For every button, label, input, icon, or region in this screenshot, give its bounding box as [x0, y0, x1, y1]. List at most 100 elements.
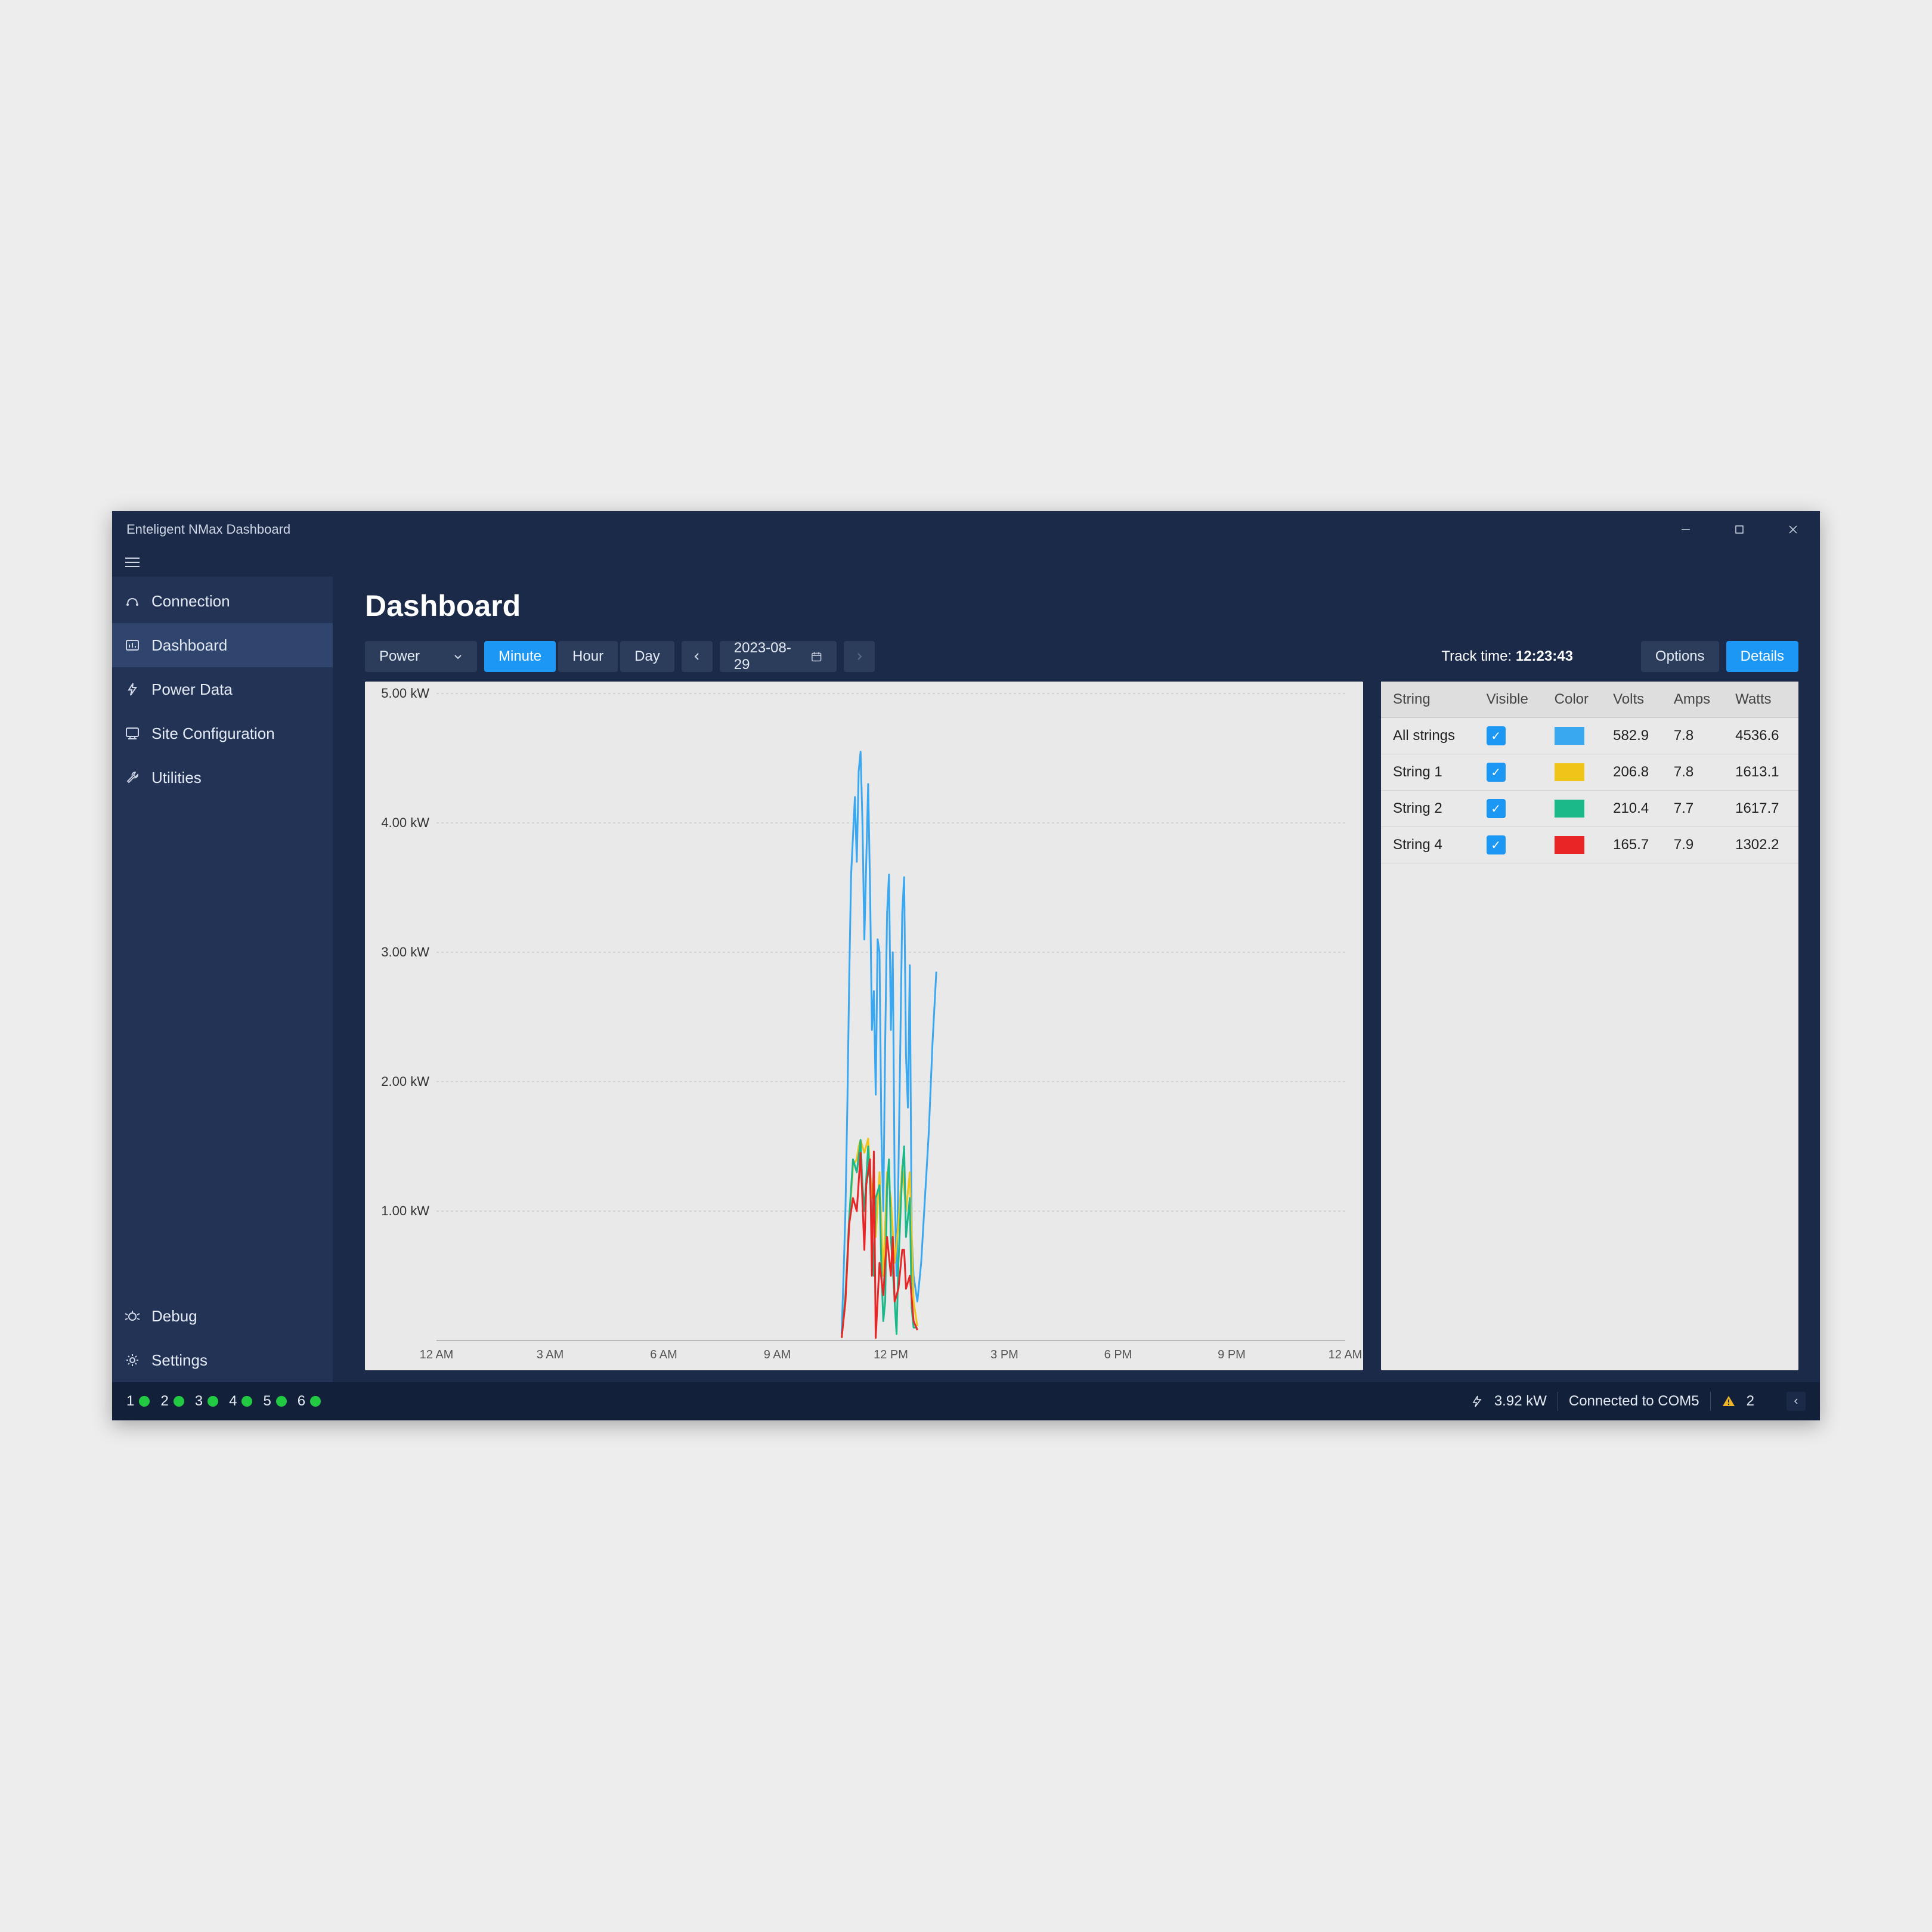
cell-volts: 210.4 — [1606, 791, 1667, 827]
debug-icon — [124, 1308, 141, 1324]
sidebar: Connection Dashboard Power Data Site Config… — [112, 577, 333, 1382]
date-picker[interactable]: 2023-08-29 — [720, 641, 837, 672]
svg-text:12 AM: 12 AM — [420, 1348, 454, 1361]
svg-text:6 AM: 6 AM — [650, 1348, 677, 1361]
cell-volts: 165.7 — [1606, 827, 1667, 863]
interval-day[interactable]: Day — [620, 641, 674, 672]
status-power: 3.92 kW — [1494, 1393, 1547, 1410]
maximize-button[interactable] — [1713, 511, 1766, 548]
cell-amps: 7.8 — [1667, 754, 1728, 791]
col-string: String — [1381, 682, 1479, 718]
site-config-icon — [124, 725, 141, 742]
sidebar-item-power-data[interactable]: Power Data — [112, 667, 333, 711]
col-watts: Watts — [1728, 682, 1798, 718]
color-swatch — [1555, 800, 1584, 818]
cell-name: String 1 — [1381, 754, 1479, 791]
cell-watts: 1613.1 — [1728, 754, 1798, 791]
sidebar-item-connection[interactable]: Connection — [112, 579, 333, 623]
svg-text:3 AM: 3 AM — [537, 1348, 564, 1361]
cell-amps: 7.7 — [1667, 791, 1728, 827]
status-warn-count: 2 — [1747, 1393, 1754, 1410]
table-row: String 2✓210.47.71617.7 — [1381, 791, 1798, 827]
cell-name: All strings — [1381, 718, 1479, 754]
cell-watts: 1302.2 — [1728, 827, 1798, 863]
settings-icon — [124, 1352, 141, 1368]
cell-volts: 206.8 — [1606, 754, 1667, 791]
svg-text:12 PM: 12 PM — [874, 1348, 908, 1361]
details-button[interactable]: Details — [1726, 641, 1798, 672]
metric-dropdown[interactable]: Power — [365, 641, 477, 672]
svg-text:9 AM: 9 AM — [764, 1348, 791, 1361]
sidebar-item-settings[interactable]: Settings — [112, 1338, 333, 1382]
statusbar: 123456 3.92 kW Connected to COM5 2 — [112, 1382, 1820, 1420]
dashboard-icon — [124, 637, 141, 654]
toolbar: Power MinuteHourDay 2023-08-29 Track tim… — [365, 641, 1798, 672]
warning-icon — [1722, 1394, 1736, 1408]
svg-text:6 PM: 6 PM — [1104, 1348, 1132, 1361]
svg-text:3 PM: 3 PM — [990, 1348, 1018, 1361]
status-led-2: 2 — [160, 1393, 184, 1410]
col-color: Color — [1547, 682, 1606, 718]
main-content: Dashboard Power MinuteHourDay 2023-08-29 — [333, 577, 1820, 1382]
track-time-label: Track time: — [1441, 648, 1515, 664]
power-chart: 5.00 kW4.00 kW3.00 kW2.00 kW1.00 kW12 AM… — [365, 682, 1363, 1370]
col-visible: Visible — [1479, 682, 1547, 718]
sidebar-item-label: Power Data — [151, 680, 233, 699]
hamburger-icon[interactable] — [122, 552, 143, 573]
svg-text:12 AM: 12 AM — [1329, 1348, 1363, 1361]
sidebar-item-utilities[interactable]: Utilities — [112, 756, 333, 800]
options-button[interactable]: Options — [1641, 641, 1719, 672]
string-panel: StringVisibleColorVoltsAmpsWatts All str… — [1381, 682, 1798, 1370]
date-next-button[interactable] — [844, 641, 875, 672]
interval-hour[interactable]: Hour — [558, 641, 618, 672]
visibility-checkbox[interactable]: ✓ — [1487, 763, 1506, 782]
svg-text:9 PM: 9 PM — [1218, 1348, 1246, 1361]
sidebar-item-label: Connection — [151, 592, 230, 611]
status-connection: Connected to COM5 — [1569, 1393, 1699, 1410]
utilities-icon — [124, 769, 141, 786]
sidebar-item-debug[interactable]: Debug — [112, 1294, 333, 1338]
calendar-icon — [811, 651, 822, 662]
status-led-1: 1 — [126, 1393, 150, 1410]
chart-panel: 5.00 kW4.00 kW3.00 kW2.00 kW1.00 kW12 AM… — [365, 682, 1363, 1370]
status-chevron[interactable] — [1787, 1392, 1806, 1411]
string-table: StringVisibleColorVoltsAmpsWatts All str… — [1381, 682, 1798, 863]
sidebar-item-label: Dashboard — [151, 636, 227, 655]
status-led-5: 5 — [263, 1393, 286, 1410]
sidebar-item-label: Debug — [151, 1307, 197, 1326]
track-time: Track time: 12:23:43 — [1441, 648, 1573, 665]
visibility-checkbox[interactable]: ✓ — [1487, 799, 1506, 818]
visibility-checkbox[interactable]: ✓ — [1487, 726, 1506, 745]
svg-text:1.00 kW: 1.00 kW — [381, 1203, 429, 1218]
connection-icon — [124, 593, 141, 609]
color-swatch — [1555, 836, 1584, 854]
titlebar: Enteligent NMax Dashboard — [112, 511, 1820, 548]
close-button[interactable] — [1766, 511, 1820, 548]
cell-watts: 4536.6 — [1728, 718, 1798, 754]
interval-minute[interactable]: Minute — [484, 641, 556, 672]
cell-watts: 1617.7 — [1728, 791, 1798, 827]
color-swatch — [1555, 727, 1584, 745]
sidebar-item-label: Utilities — [151, 769, 202, 787]
col-volts: Volts — [1606, 682, 1667, 718]
bolt-icon — [1470, 1395, 1484, 1408]
sidebar-item-site-configuration[interactable]: Site Configuration — [112, 711, 333, 756]
cell-amps: 7.9 — [1667, 827, 1728, 863]
track-time-value: 12:23:43 — [1516, 648, 1573, 664]
sidebar-item-label: Settings — [151, 1351, 208, 1370]
metric-dropdown-label: Power — [379, 648, 420, 665]
table-row: String 4✓165.77.91302.2 — [1381, 827, 1798, 863]
svg-text:4.00 kW: 4.00 kW — [381, 815, 429, 830]
date-label: 2023-08-29 — [734, 640, 802, 673]
menubar — [112, 548, 1820, 577]
sidebar-item-dashboard[interactable]: Dashboard — [112, 623, 333, 667]
date-prev-button[interactable] — [682, 641, 713, 672]
power-data-icon — [124, 681, 141, 698]
status-led-3: 3 — [195, 1393, 218, 1410]
table-row: All strings✓582.97.84536.6 — [1381, 718, 1798, 754]
sidebar-item-label: Site Configuration — [151, 724, 275, 743]
minimize-button[interactable] — [1659, 511, 1713, 548]
col-amps: Amps — [1667, 682, 1728, 718]
app-window: Enteligent NMax Dashboard Connection Dash… — [112, 511, 1820, 1420]
visibility-checkbox[interactable]: ✓ — [1487, 835, 1506, 854]
